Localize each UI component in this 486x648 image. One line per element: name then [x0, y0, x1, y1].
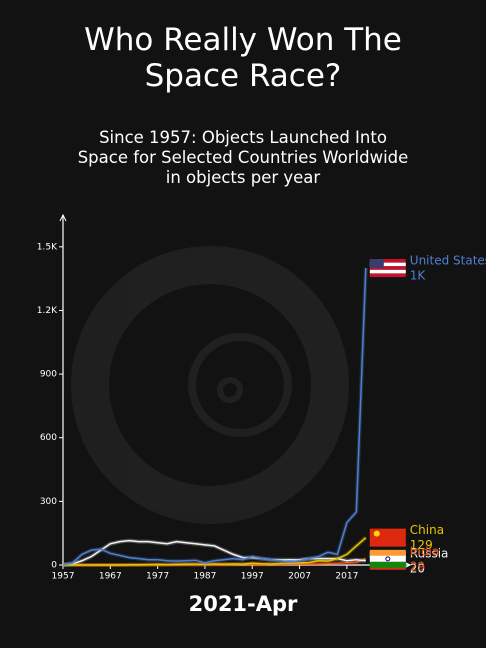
value-label: 1K	[410, 269, 427, 283]
x-tick-label: 1977	[146, 572, 169, 582]
flag-stripe	[369, 555, 406, 562]
watermark	[71, 246, 349, 524]
x-axis-arrow	[403, 561, 412, 569]
x-tick-label: 1967	[99, 572, 122, 582]
chart-subtitle: Since 1957: Objects Launched Into Space …	[77, 128, 409, 187]
series-line	[63, 537, 367, 566]
y-tick-label: 300	[40, 497, 57, 507]
date-label: 2021-Apr	[188, 592, 298, 616]
flag-stripe	[369, 269, 406, 274]
flag-stripe	[369, 266, 406, 270]
chart-title: Who Really Won The Space Race?	[84, 22, 402, 94]
y-tick-label: 600	[40, 433, 57, 443]
flag-stripe	[369, 273, 406, 278]
y-tick-label: 0	[51, 561, 57, 571]
y-tick-label: 900	[40, 370, 57, 380]
x-tick-label: 2007	[288, 572, 311, 582]
series-line	[62, 268, 367, 566]
y-axis-arrow	[59, 213, 67, 222]
x-tick-label: 1997	[241, 572, 264, 582]
x-tick-label: 1957	[52, 572, 75, 582]
series-line	[62, 539, 366, 566]
series-label: Russia	[410, 546, 449, 560]
x-tick-label: 1987	[193, 572, 216, 582]
flag-stripe	[369, 561, 406, 568]
series-label: United States	[410, 254, 486, 268]
flag-star	[373, 530, 380, 537]
series-label: India	[410, 544, 439, 558]
value-label: 29	[410, 559, 425, 573]
flag-stripe	[369, 549, 406, 556]
flag-wheel	[385, 556, 391, 562]
x-tick-label: 2017	[335, 572, 358, 582]
value-label: 20	[410, 561, 425, 575]
flag-stripe	[369, 259, 406, 263]
value-label: 129	[410, 538, 433, 552]
y-tick-label: 1.2K	[37, 306, 58, 316]
series-label: China	[410, 523, 444, 537]
y-tick-label: 1.5K	[37, 242, 58, 252]
flag-stripe	[369, 262, 406, 267]
flag-canton	[369, 259, 384, 269]
